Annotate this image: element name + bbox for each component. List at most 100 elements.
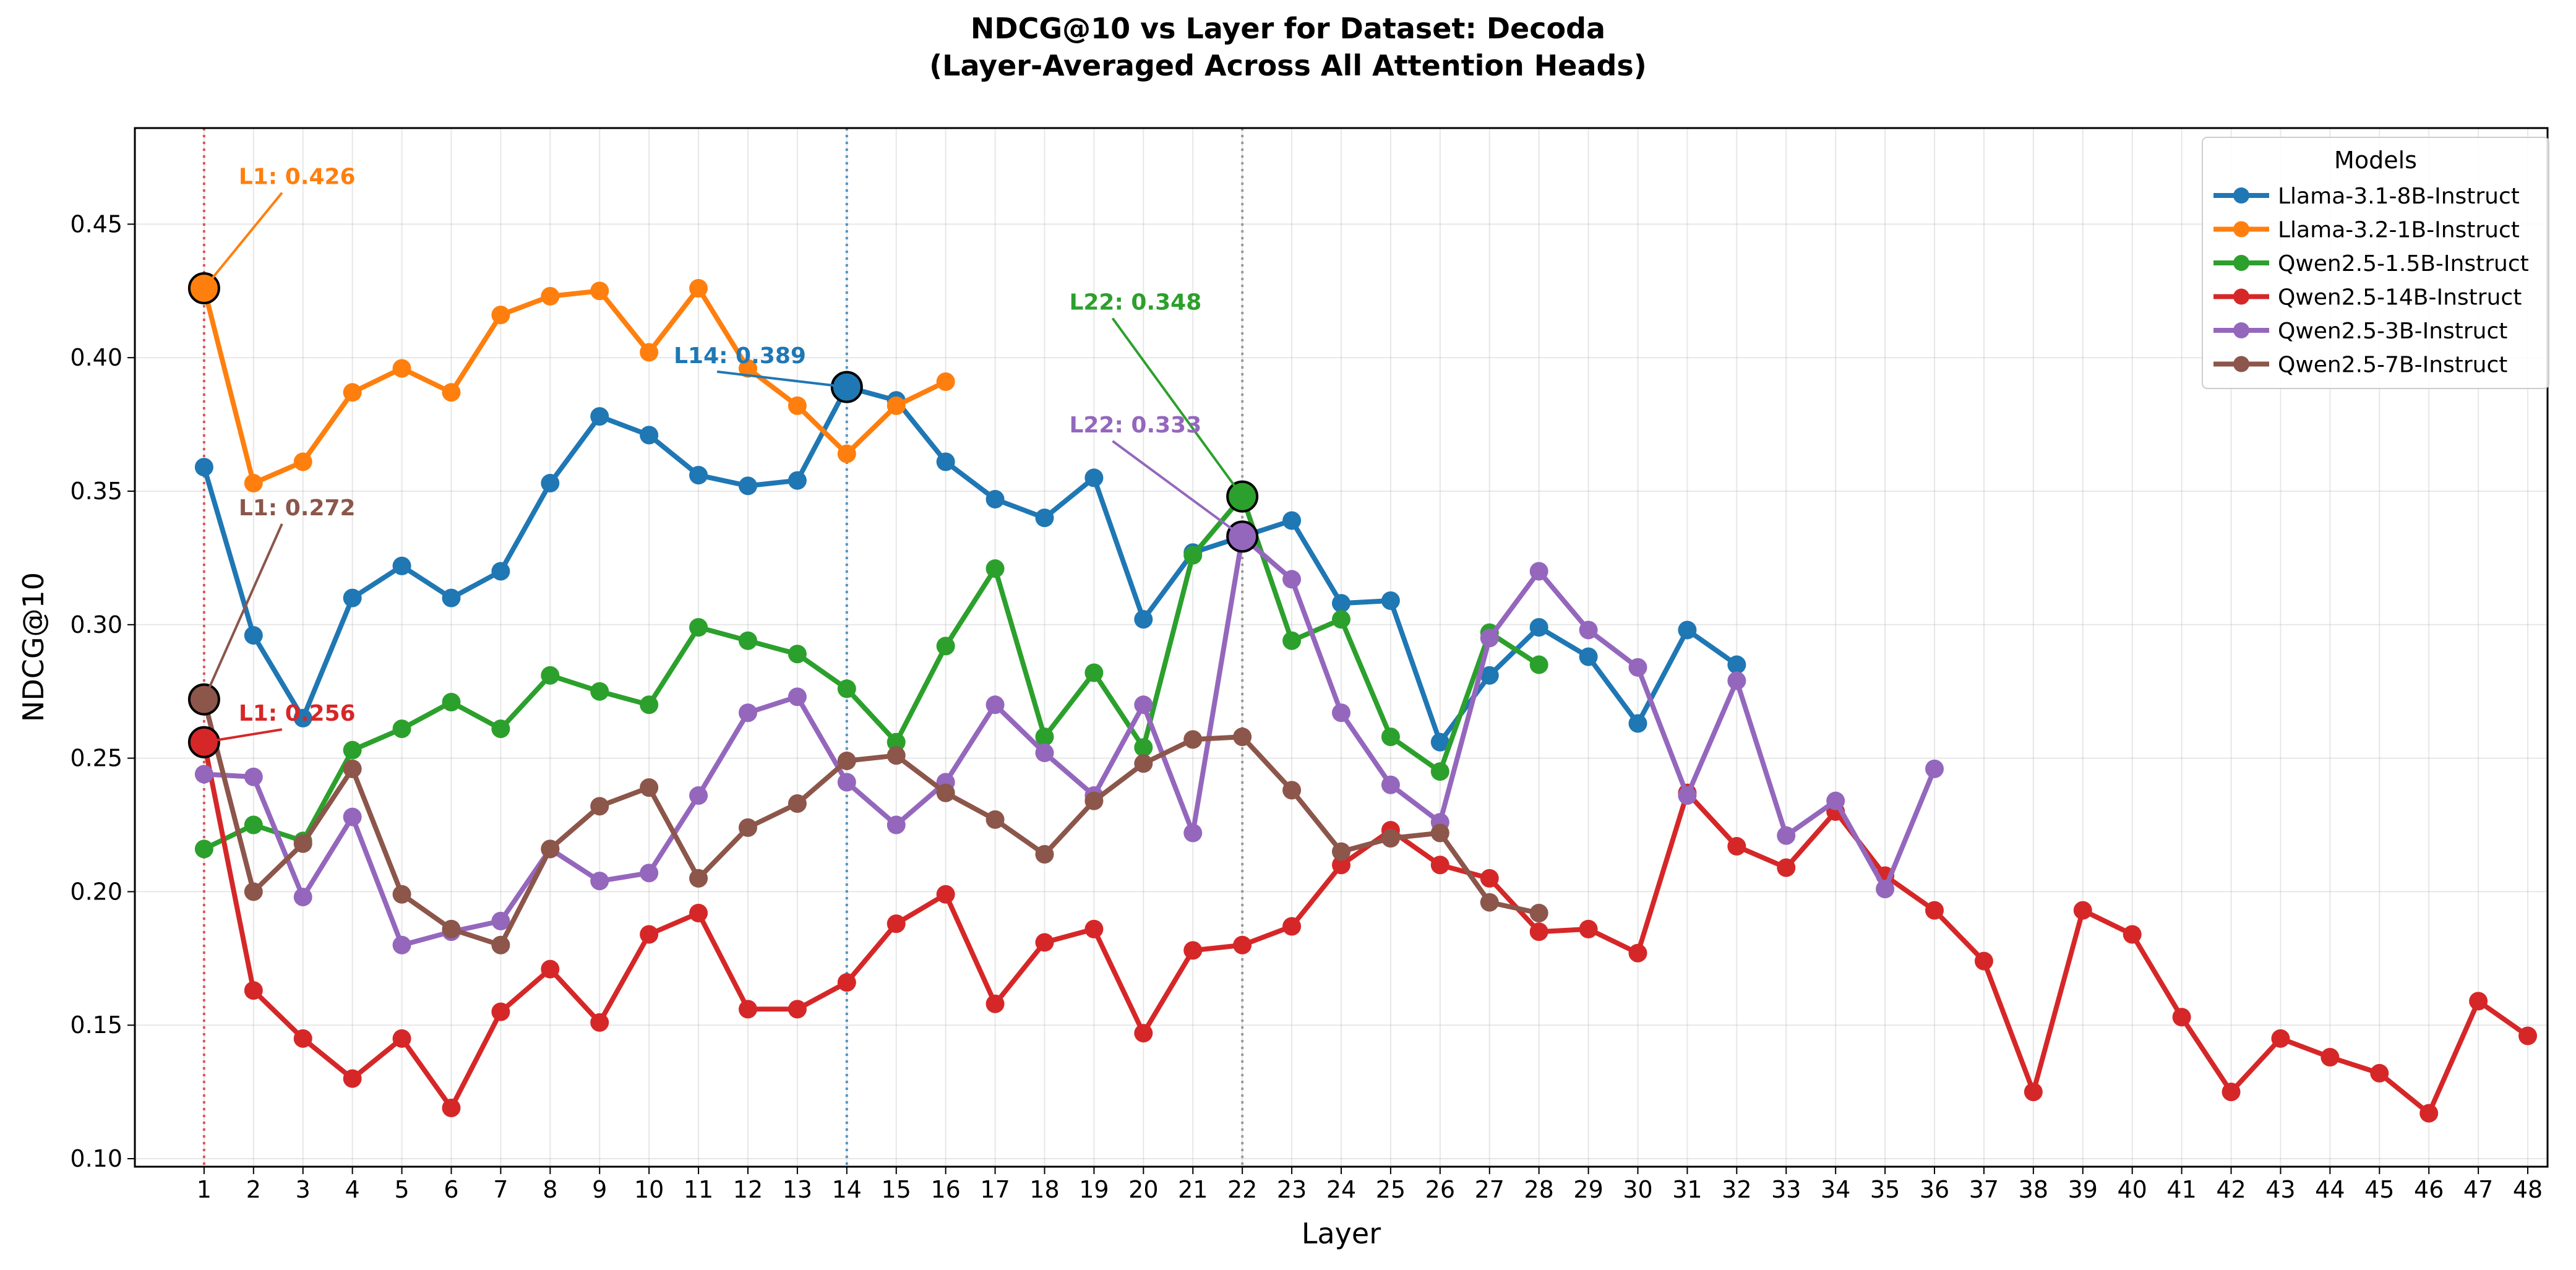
data-point (1727, 655, 1746, 674)
x-tick-label: 1 (197, 1176, 212, 1203)
x-tick-label: 8 (543, 1176, 557, 1203)
data-point (788, 645, 807, 664)
data-point (590, 407, 609, 426)
data-point (1430, 856, 1449, 875)
annotation-arrow-head (1239, 492, 1247, 500)
annotation-label: L14: 0.389 (674, 343, 806, 369)
data-point (2024, 1083, 2043, 1102)
data-point (887, 815, 906, 835)
legend-swatch-marker (2233, 187, 2249, 204)
y-tick-label: 0.45 (70, 210, 122, 238)
data-point (1678, 786, 1697, 805)
data-point (1282, 570, 1302, 589)
data-point (442, 588, 461, 607)
data-point (1134, 738, 1153, 757)
data-point (837, 679, 856, 698)
data-point (689, 618, 708, 637)
series-Llama-3.2-1B-Instruct (194, 278, 955, 493)
annotation-label: L1: 0.426 (239, 165, 356, 190)
data-point (936, 783, 955, 802)
annotation-label: L1: 0.256 (239, 701, 356, 726)
data-point (1381, 591, 1400, 610)
data-point (2073, 901, 2092, 920)
x-axis-label: Layer (1302, 1217, 1381, 1250)
data-point (293, 708, 312, 727)
data-point (343, 759, 362, 778)
data-point (689, 869, 708, 888)
data-point (194, 458, 213, 477)
x-tick-label: 19 (1079, 1176, 1109, 1203)
x-tick-label: 17 (980, 1176, 1010, 1203)
data-point (1134, 754, 1153, 773)
data-point (1876, 880, 1895, 899)
data-point (738, 818, 757, 837)
y-tick-label: 0.20 (70, 878, 122, 905)
data-point (392, 719, 411, 739)
data-point (392, 885, 411, 904)
y-tick-label: 0.35 (70, 478, 122, 505)
data-point (2419, 1104, 2439, 1123)
x-tick-label: 18 (1029, 1176, 1059, 1203)
data-point (343, 1069, 362, 1088)
data-point (1430, 762, 1449, 781)
legend-title: Models (2334, 147, 2417, 174)
data-point (1233, 727, 1252, 747)
data-point (837, 751, 856, 770)
data-point (1381, 775, 1400, 794)
data-point (1529, 922, 1548, 942)
data-point (936, 885, 955, 904)
data-point (1035, 845, 1054, 864)
x-tick-label: 47 (2463, 1176, 2493, 1203)
data-point (1035, 743, 1054, 762)
data-point (1282, 511, 1302, 530)
data-point (590, 1013, 609, 1032)
data-point (1529, 903, 1548, 922)
data-point (788, 687, 807, 706)
data-point (936, 452, 955, 471)
data-point (1777, 858, 1796, 877)
data-point (491, 1002, 510, 1021)
data-point (1381, 829, 1400, 848)
data-point (293, 1029, 312, 1048)
data-point (1579, 647, 1598, 666)
data-point (1332, 856, 1350, 875)
data-point (2172, 1008, 2191, 1027)
data-point (244, 626, 263, 645)
legend-label: Qwen2.5-14B-Instruct (2278, 285, 2522, 311)
data-point (1430, 732, 1449, 752)
data-point (837, 973, 856, 992)
data-point (293, 834, 312, 853)
series-Qwen2.5-3B-Instruct (194, 527, 1944, 955)
annotation-label: L22: 0.333 (1069, 413, 1201, 438)
data-point (936, 372, 955, 392)
data-point (936, 637, 955, 656)
data-point (985, 489, 1005, 508)
x-tick-label: 39 (2068, 1176, 2098, 1203)
data-point (640, 778, 659, 797)
data-point (1332, 594, 1350, 613)
data-point (2321, 1048, 2340, 1067)
annotation-arrow (203, 523, 283, 700)
legend-item: Qwen2.5-14B-Instruct (2213, 285, 2522, 311)
data-point (788, 1000, 807, 1019)
series-Qwen2.5-7B-Instruct (194, 690, 1548, 955)
data-point (788, 396, 807, 415)
data-point (1727, 837, 1746, 856)
data-point (1381, 727, 1400, 747)
data-point (343, 383, 362, 402)
x-tick-label: 7 (493, 1176, 508, 1203)
data-point (738, 631, 757, 650)
series-line (201, 384, 1740, 745)
data-point (244, 474, 263, 493)
data-point (2370, 1063, 2389, 1083)
data-point (442, 919, 461, 938)
x-tick-label: 16 (930, 1176, 960, 1203)
data-point (1134, 610, 1153, 629)
x-tick-label: 21 (1178, 1176, 1208, 1203)
legend-swatch-marker (2233, 288, 2249, 305)
chart-subtitle: (Layer-Averaged Across All Attention Hea… (929, 49, 1647, 82)
legend-swatch-marker (2233, 322, 2249, 338)
x-tick-label: 29 (1573, 1176, 1603, 1203)
data-point (2469, 992, 2488, 1011)
data-point (491, 935, 510, 955)
